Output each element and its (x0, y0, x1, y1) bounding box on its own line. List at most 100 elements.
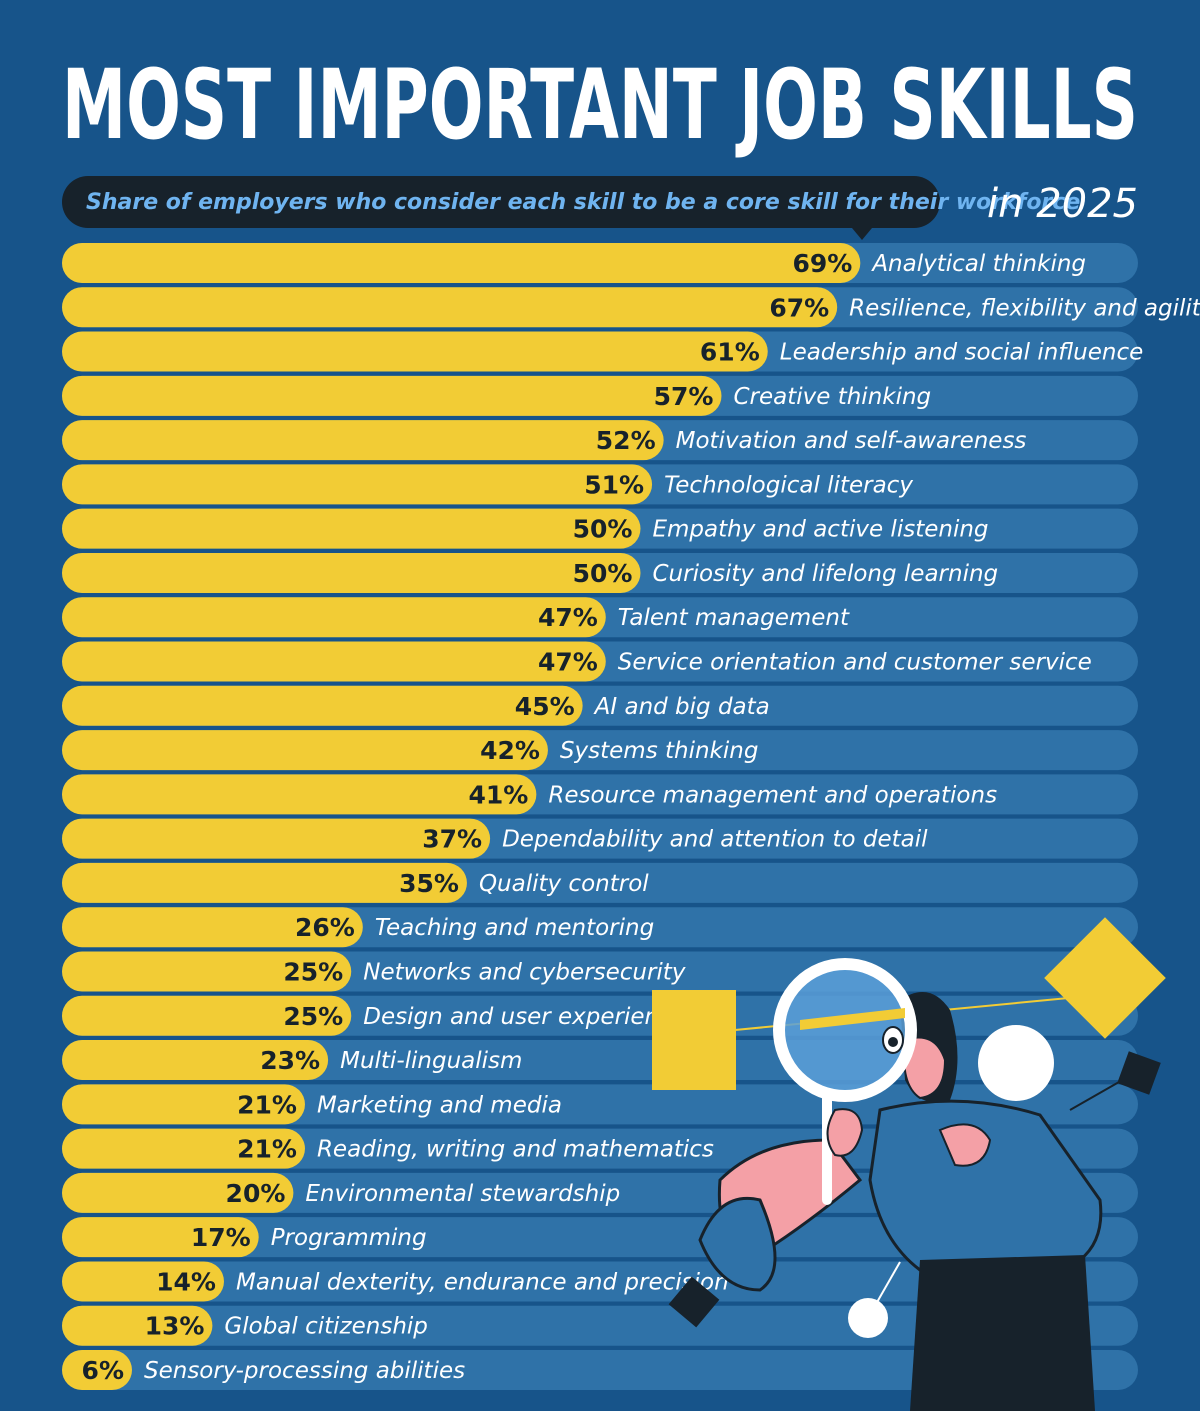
bar (62, 995, 352, 1036)
bar (62, 1128, 305, 1169)
value-label: 25% (283, 1002, 343, 1031)
bar (62, 1084, 305, 1125)
magnifier-glass-icon (773, 958, 917, 1102)
value-label: 21% (237, 1135, 297, 1164)
dark-diamond-shape (668, 1276, 720, 1328)
value-label: 14% (156, 1267, 216, 1296)
value-label: 6% (82, 1356, 124, 1385)
bar-track (62, 1217, 1138, 1258)
person-trousers (910, 1255, 1095, 1411)
value-label: 52% (596, 426, 656, 455)
year-label: in 2025 (987, 181, 1138, 227)
bar (62, 375, 722, 416)
person-holding-hand (826, 1108, 864, 1157)
value-label: 50% (573, 515, 633, 544)
yellow-square-shape (652, 990, 736, 1090)
value-label: 47% (538, 648, 598, 677)
category-label: Global citizenship (224, 1314, 427, 1340)
bar (62, 730, 548, 771)
category-label: Creative thinking (733, 384, 931, 410)
chart-subtitle: Share of employers who consider each ski… (86, 189, 1081, 215)
person-pupil (888, 1037, 898, 1047)
value-label: 51% (584, 470, 644, 499)
category-label: Technological literacy (664, 472, 913, 498)
bar (62, 331, 768, 372)
person-shirt (868, 1099, 1103, 1272)
bar (62, 818, 491, 859)
person-pointing-hand (938, 1123, 992, 1167)
bar (62, 1172, 294, 1213)
category-label: Sensory-processing abilities (144, 1358, 465, 1384)
value-label: 17% (191, 1223, 251, 1252)
value-label: 20% (226, 1179, 286, 1208)
value-label: 42% (480, 736, 540, 765)
bar-track (62, 1128, 1138, 1169)
category-label: Networks and cybersecurity (363, 959, 686, 985)
person-face (903, 1036, 947, 1100)
bar (62, 685, 583, 726)
value-label: 21% (237, 1090, 297, 1119)
value-label: 35% (399, 869, 459, 898)
category-label: Programming (271, 1225, 427, 1251)
value-label: 13% (145, 1312, 205, 1341)
person-sleeve (698, 1196, 777, 1292)
bar (62, 287, 838, 328)
category-label: Manual dexterity, endurance and precisio… (236, 1269, 729, 1295)
value-label: 37% (422, 825, 482, 854)
magnifier-handle (822, 1090, 832, 1205)
bar (62, 1040, 329, 1081)
bar (62, 420, 664, 461)
dark-square-shape (1117, 1051, 1161, 1095)
category-label: Environmental stewardship (305, 1181, 620, 1207)
category-label: Empathy and active listening (652, 517, 988, 543)
magnifying-glass-illustration (652, 917, 1166, 1411)
yellow-diamond-shape (1044, 917, 1166, 1039)
value-label: 41% (469, 780, 529, 809)
category-label: Multi-lingualism (340, 1048, 522, 1074)
value-label: 45% (515, 692, 575, 721)
category-label: Talent management (618, 605, 850, 631)
bar (62, 774, 537, 815)
bar (62, 508, 641, 549)
category-label: Teaching and mentoring (375, 915, 654, 941)
value-label: 61% (700, 338, 760, 367)
bar-track (62, 1261, 1138, 1302)
chart-title: MOST IMPORTANT JOB SKILLS (62, 49, 1138, 160)
bar (62, 243, 861, 283)
category-label: Analytical thinking (870, 251, 1086, 277)
category-label: Leadership and social influence (780, 340, 1144, 366)
bar-track (62, 1350, 1138, 1390)
category-label: Quality control (479, 871, 649, 897)
category-label: Resilience, flexibility and agility (849, 295, 1200, 321)
bar (62, 1350, 132, 1390)
bar (62, 464, 653, 505)
category-label: Marketing and media (317, 1092, 562, 1118)
bar (62, 1305, 213, 1346)
bar (62, 1217, 259, 1258)
bar (62, 907, 363, 948)
category-label: Motivation and self-awareness (676, 428, 1027, 454)
small-white-circle-shape (848, 1298, 888, 1338)
category-label: Systems thinking (560, 738, 759, 764)
bar (62, 552, 641, 593)
category-label: Dependability and attention to detail (502, 827, 928, 853)
value-label: 69% (792, 249, 852, 278)
value-label: 67% (769, 293, 829, 322)
value-label: 47% (538, 603, 598, 632)
magnifier-highlight (800, 1008, 905, 1030)
category-label: Reading, writing and mathematics (317, 1137, 714, 1163)
bar (62, 597, 606, 638)
category-label: AI and big data (593, 694, 770, 720)
bar-rows: 69% Analytical thinking 67% Resilience, fle… (62, 243, 1200, 1390)
white-circle-shape (978, 1025, 1054, 1101)
category-label: Service orientation and customer service (618, 650, 1092, 676)
bar (62, 641, 606, 682)
subtitle-callout: Share of employers who consider each ski… (62, 176, 1080, 240)
bar (62, 1261, 224, 1302)
category-label: Design and user experience (363, 1004, 686, 1030)
bar (62, 951, 352, 992)
category-label: Curiosity and lifelong learning (652, 561, 998, 587)
bar (62, 862, 467, 903)
value-label: 50% (573, 559, 633, 588)
